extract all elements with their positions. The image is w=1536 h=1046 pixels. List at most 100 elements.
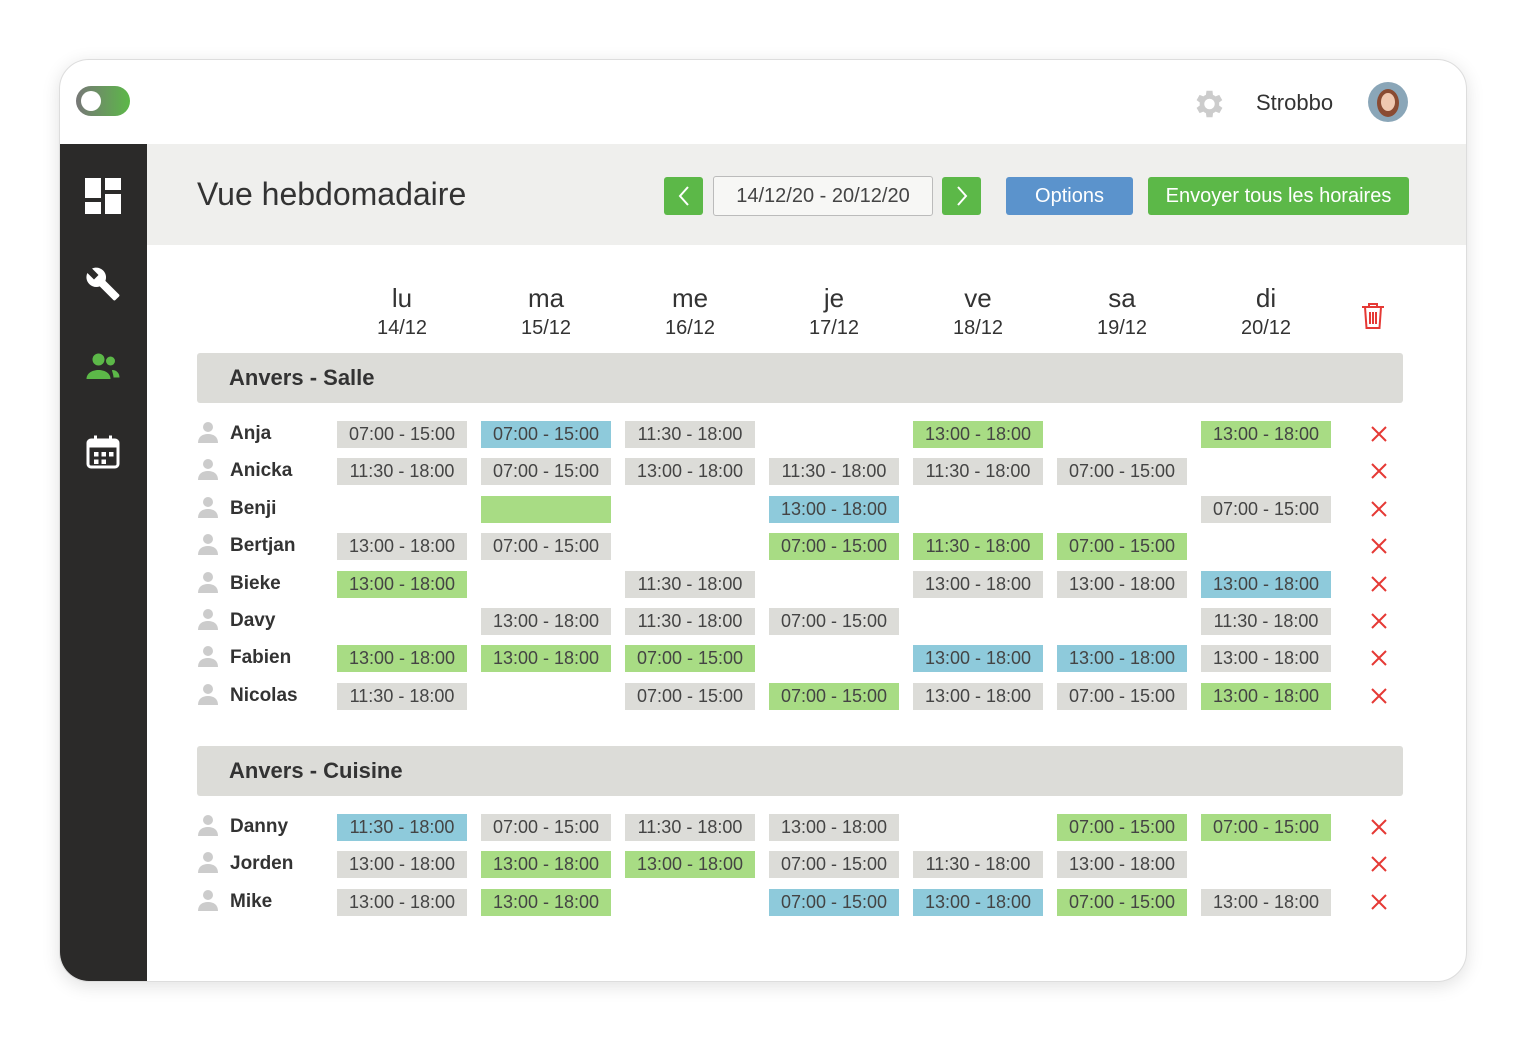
person-icon — [198, 683, 218, 710]
shift[interactable]: 13:00 - 18:00 — [1201, 421, 1331, 448]
delete-row[interactable] — [1370, 818, 1388, 841]
person-icon — [198, 533, 218, 560]
employee-name: Anicka — [230, 460, 293, 482]
shift[interactable]: 13:00 - 18:00 — [481, 851, 611, 879]
shift[interactable]: 07:00 - 15:00 — [481, 533, 611, 561]
avatar[interactable] — [1367, 81, 1409, 123]
shift[interactable]: 07:00 - 15:00 — [769, 888, 899, 916]
shift[interactable]: 13:00 - 18:00 — [1201, 682, 1331, 710]
delete-row[interactable] — [1370, 575, 1388, 598]
toggle[interactable] — [76, 86, 130, 116]
shift[interactable]: 13:00 - 18:00 — [1201, 645, 1331, 673]
day-date: 15/12 — [520, 317, 572, 339]
user-name[interactable]: Strobbo — [1256, 90, 1334, 115]
shift[interactable]: 13:00 - 18:00 — [481, 645, 611, 673]
dashboard-icon[interactable] — [85, 178, 121, 214]
person-icon — [198, 608, 218, 635]
day-name: sa — [1108, 283, 1136, 313]
employee-name: Davy — [230, 610, 276, 631]
shift[interactable]: 13:00 - 18:00 — [769, 813, 899, 841]
shift[interactable]: 11:30 - 18:00 — [625, 421, 755, 448]
settings-icon[interactable] — [1190, 86, 1226, 122]
shift[interactable]: 07:00 - 15:00 — [625, 682, 755, 710]
send-button[interactable]: Envoyer tous les horaires — [1148, 177, 1409, 215]
shift[interactable]: 13:00 - 18:00 — [625, 851, 755, 879]
shift[interactable]: 13:00 - 18:00 — [625, 458, 755, 486]
shift[interactable] — [481, 495, 611, 523]
delete-row[interactable] — [1370, 425, 1388, 448]
shift[interactable]: 13:00 - 18:00 — [337, 888, 467, 916]
shift[interactable]: 07:00 - 15:00 — [769, 682, 899, 710]
shift[interactable]: 11:30 - 18:00 — [1201, 608, 1331, 635]
shift[interactable]: 13:00 - 18:00 — [1201, 888, 1331, 916]
shift[interactable]: 13:00 - 18:00 — [337, 851, 467, 879]
shift[interactable]: 07:00 - 15:00 — [1057, 458, 1187, 486]
shift[interactable]: 07:00 - 15:00 — [1057, 813, 1187, 841]
shift[interactable]: 07:00 - 15:00 — [769, 533, 899, 561]
shift[interactable]: 07:00 - 15:00 — [481, 458, 611, 486]
shift[interactable]: 13:00 - 18:00 — [481, 888, 611, 916]
shift[interactable]: 07:00 - 15:00 — [337, 421, 467, 448]
delete-row[interactable] — [1370, 500, 1388, 523]
delete-row[interactable] — [1370, 855, 1388, 878]
sidebar — [60, 144, 147, 981]
shift[interactable]: 11:30 - 18:00 — [769, 458, 899, 486]
shift[interactable]: 13:00 - 18:00 — [481, 608, 611, 635]
day-name: di — [1255, 283, 1277, 313]
tools-icon[interactable] — [85, 266, 121, 302]
prev-week[interactable] — [664, 177, 703, 215]
shift[interactable]: 07:00 - 15:00 — [481, 813, 611, 841]
shift[interactable]: 11:30 - 18:00 — [337, 682, 467, 710]
shift[interactable]: 11:30 - 18:00 — [337, 458, 467, 486]
shift[interactable]: 11:30 - 18:00 — [913, 533, 1043, 561]
next-week[interactable] — [942, 177, 981, 215]
shift[interactable]: 13:00 - 18:00 — [913, 570, 1043, 598]
shift[interactable]: 13:00 - 18:00 — [769, 495, 899, 523]
shift[interactable]: 11:30 - 18:00 — [625, 570, 755, 598]
employee-name: Danny — [230, 815, 289, 837]
delete-row[interactable] — [1370, 893, 1388, 916]
day-name: ve — [964, 283, 992, 313]
delete-all-icon[interactable] — [1361, 302, 1385, 330]
employee-name: Bertjan — [230, 535, 296, 557]
shift[interactable]: 07:00 - 15:00 — [769, 851, 899, 879]
shift[interactable]: 07:00 - 15:00 — [1057, 533, 1187, 561]
shift[interactable]: 07:00 - 15:00 — [481, 421, 611, 448]
shift[interactable]: 07:00 - 15:00 — [1201, 495, 1331, 523]
shift[interactable]: 13:00 - 18:00 — [1057, 645, 1187, 673]
person-icon — [198, 421, 218, 448]
shift[interactable]: 11:30 - 18:00 — [625, 608, 755, 635]
delete-row[interactable] — [1370, 612, 1388, 635]
shift[interactable]: 13:00 - 18:00 — [1057, 851, 1187, 879]
day-name: je — [823, 283, 845, 313]
delete-row[interactable] — [1370, 649, 1388, 672]
shift[interactable]: 13:00 - 18:00 — [913, 421, 1043, 448]
shift[interactable]: 11:30 - 18:00 — [913, 458, 1043, 486]
shift[interactable]: 11:30 - 18:00 — [913, 851, 1043, 879]
delete-row[interactable] — [1370, 537, 1388, 560]
shift[interactable]: 07:00 - 15:00 — [1057, 888, 1187, 916]
shift[interactable]: 07:00 - 15:00 — [625, 645, 755, 673]
delete-row[interactable] — [1370, 462, 1388, 485]
shift[interactable]: 11:30 - 18:00 — [337, 813, 467, 841]
shift[interactable]: 13:00 - 18:00 — [913, 682, 1043, 710]
shift[interactable]: 13:00 - 18:00 — [337, 570, 467, 598]
calendar-icon[interactable] — [85, 434, 121, 470]
shift[interactable]: 13:00 - 18:00 — [1201, 570, 1331, 598]
shift[interactable]: 07:00 - 15:00 — [1201, 813, 1331, 841]
shift[interactable]: 13:00 - 18:00 — [337, 645, 467, 673]
shift[interactable]: 07:00 - 15:00 — [1057, 682, 1187, 710]
shift[interactable]: 13:00 - 18:00 — [913, 888, 1043, 916]
day-name: lu — [391, 283, 413, 313]
date-range[interactable]: 14/12/20 - 20/12/20 — [713, 176, 933, 216]
person-icon — [198, 889, 218, 916]
shift[interactable]: 11:30 - 18:00 — [625, 813, 755, 841]
delete-row[interactable] — [1370, 687, 1388, 710]
shift[interactable]: 13:00 - 18:00 — [337, 533, 467, 561]
shift[interactable]: 13:00 - 18:00 — [1057, 570, 1187, 598]
shift[interactable]: 13:00 - 18:00 — [913, 645, 1043, 673]
shift[interactable]: 07:00 - 15:00 — [769, 608, 899, 635]
options-button[interactable]: Options — [1006, 177, 1133, 215]
users-icon[interactable] — [85, 352, 121, 382]
person-icon — [198, 851, 218, 878]
